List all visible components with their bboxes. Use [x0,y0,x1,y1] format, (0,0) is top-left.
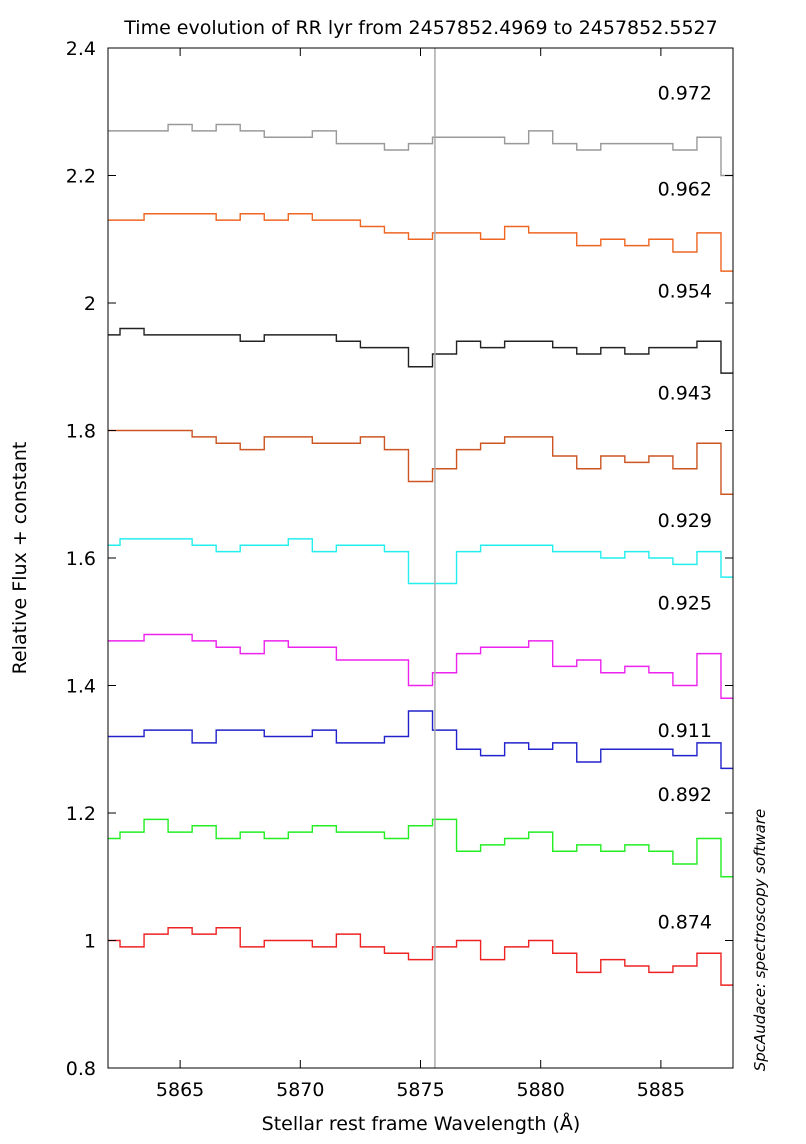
y-tick-label: 1.6 [66,548,96,570]
phase-label: 0.929 [658,510,712,532]
chart-title: Time evolution of RR lyr from 2457852.49… [123,17,717,39]
phase-label: 0.962 [658,178,712,200]
y-axis-label: Relative Flux + constant [9,442,31,675]
y-tick-label: 1.8 [66,421,96,443]
spectrum-series-line [108,818,733,878]
plot-frame [107,47,734,1069]
spectrum-series-line [108,429,733,495]
x-axis: 5865 5870 5875 5880 5885 [156,48,685,1101]
spectrum-series-line [108,327,733,374]
x-axis-label: Stellar rest frame Wavelength (Å) [262,1112,581,1135]
x-tick-label: 5875 [396,1079,444,1101]
spectrum-series-line [108,633,733,699]
y-tick-label: 1.2 [66,803,96,825]
phase-label: 0.925 [658,593,712,615]
phase-label: 0.911 [658,720,712,742]
y-tick-label: 2.2 [66,166,96,188]
y-tick-label: 2.4 [66,38,96,60]
y-tick-label: 0.8 [66,1058,96,1080]
x-tick-label: 5870 [276,1079,324,1101]
phase-label: 0.954 [658,280,712,302]
phase-label: 0.972 [658,83,712,105]
spectrum-series-line [108,123,733,177]
y-tick-label: 1 [84,931,96,953]
spectrum-series-line [108,538,733,585]
y-tick-label: 2 [84,293,96,315]
spectrum-series-line [108,927,733,986]
spectrum-series-line [108,213,733,272]
x-tick-label: 5880 [517,1079,565,1101]
phase-label: 0.943 [658,382,712,404]
x-tick-label: 5865 [156,1079,204,1101]
spectrum-series-line [108,710,733,770]
y-axis: 0.8 1 1.2 1.4 1.6 1.8 2 2.2 2.4 [66,38,733,1080]
phase-label: 0.892 [658,784,712,806]
series-layer: 0.874 0.892 0.911 0.925 0.929 0.943 0.954 0.962… [108,83,733,986]
software-credit: SpcAudace: spectroscopy software [751,809,769,1072]
x-tick-label: 5885 [637,1079,685,1101]
y-tick-label: 1.4 [66,676,96,698]
phase-label: 0.874 [658,911,712,933]
